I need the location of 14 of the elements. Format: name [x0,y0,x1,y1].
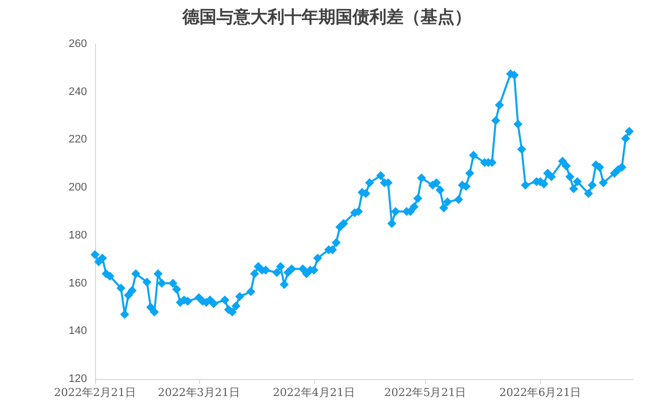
x-tick-label: 2022年2月21日 [54,386,136,399]
x-tick-label: 2022年5月21日 [384,386,466,399]
y-tick-label: 240 [68,86,87,98]
chart-title: 德国与意大利十年期国债利差（基点） [182,8,472,28]
y-tick-label: 120 [68,373,87,385]
y-tick-label: 140 [68,325,87,338]
y-tick-label: 220 [68,134,87,146]
y-tick-label: 160 [68,277,87,290]
y-tick-label: 180 [68,229,87,242]
x-tick-label: 2022年6月21日 [499,386,582,399]
y-tick-label: 200 [68,182,87,194]
y-tick-label: 260 [68,38,87,50]
x-tick-label: 2022年3月21日 [158,386,240,399]
x-tick-label: 2022年4月21日 [272,386,355,399]
